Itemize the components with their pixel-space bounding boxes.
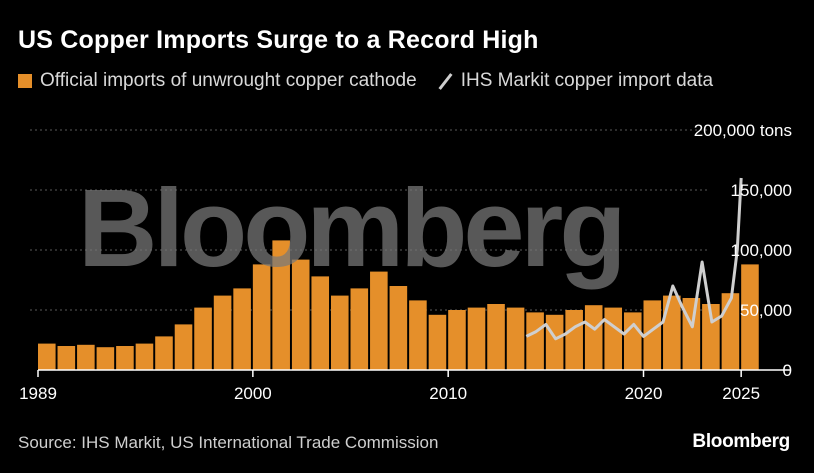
bar-official bbox=[506, 307, 525, 370]
bar-official bbox=[565, 310, 583, 370]
bar-official bbox=[545, 314, 564, 370]
bar-official bbox=[741, 264, 759, 370]
bar-official bbox=[584, 305, 603, 370]
x-tick-label: 1989 bbox=[19, 384, 57, 403]
chart-title: US Copper Imports Surge to a Record High bbox=[18, 26, 539, 54]
bar-official bbox=[350, 288, 369, 370]
bar-official bbox=[311, 276, 330, 370]
ihs-line bbox=[525, 177, 743, 341]
brand-logo: Bloomberg bbox=[692, 431, 790, 452]
bar-official bbox=[487, 304, 505, 370]
y-tick-label: 0 bbox=[783, 361, 792, 380]
legend: Official imports of unwrought copper cat… bbox=[18, 70, 713, 92]
x-tick-label: 2025 bbox=[722, 384, 760, 403]
x-tick-label: 2020 bbox=[625, 384, 663, 403]
bar-official bbox=[643, 300, 662, 370]
bar-official bbox=[448, 310, 466, 370]
y-tick-label: 200,000 tons bbox=[694, 121, 792, 140]
bar-official bbox=[291, 259, 310, 370]
bar-official bbox=[116, 346, 134, 370]
bar-official bbox=[526, 312, 544, 370]
bar-official bbox=[623, 312, 642, 370]
bar-official bbox=[38, 343, 56, 370]
bar-official bbox=[409, 300, 427, 370]
bar-official bbox=[233, 288, 251, 370]
x-axis: 1989 2000 2010 2020 2025 bbox=[19, 369, 790, 403]
bar-official bbox=[272, 240, 290, 370]
bar-official bbox=[77, 344, 95, 370]
bar-official bbox=[174, 324, 193, 370]
line-ihs bbox=[525, 177, 743, 341]
source-note: Source: IHS Markit, US International Tra… bbox=[18, 433, 439, 452]
y-tick-labels: 0 50,000 100,000 150,000 200,000 tons bbox=[694, 121, 792, 380]
legend-swatch-official bbox=[18, 74, 32, 88]
x-tick-label: 2000 bbox=[234, 384, 272, 403]
grid-lines bbox=[30, 129, 710, 311]
bars-official bbox=[38, 240, 759, 370]
bar-official bbox=[252, 264, 271, 370]
legend-label-official: Official imports of unwrought copper cat… bbox=[40, 70, 417, 91]
legend-label-ihs: IHS Markit copper import data bbox=[460, 70, 714, 91]
bar-official bbox=[194, 307, 212, 370]
bar-official bbox=[721, 293, 740, 370]
y-tick-label: 100,000 bbox=[731, 241, 792, 260]
bar-official bbox=[663, 295, 681, 370]
bar-official bbox=[682, 298, 701, 370]
x-tick-label: 2010 bbox=[429, 384, 467, 403]
bar-official bbox=[135, 343, 154, 370]
bar-official bbox=[604, 307, 623, 370]
bar-official bbox=[330, 295, 349, 370]
bar-official bbox=[428, 314, 447, 370]
bar-official bbox=[467, 307, 486, 370]
bar-official bbox=[155, 336, 173, 370]
bar-official bbox=[370, 271, 388, 370]
bar-official bbox=[213, 295, 232, 370]
bar-official bbox=[96, 347, 115, 370]
bar-official bbox=[389, 286, 408, 370]
bar-official bbox=[57, 346, 76, 370]
y-tick-label: 50,000 bbox=[740, 301, 792, 320]
y-tick-label: 150,000 bbox=[731, 181, 792, 200]
